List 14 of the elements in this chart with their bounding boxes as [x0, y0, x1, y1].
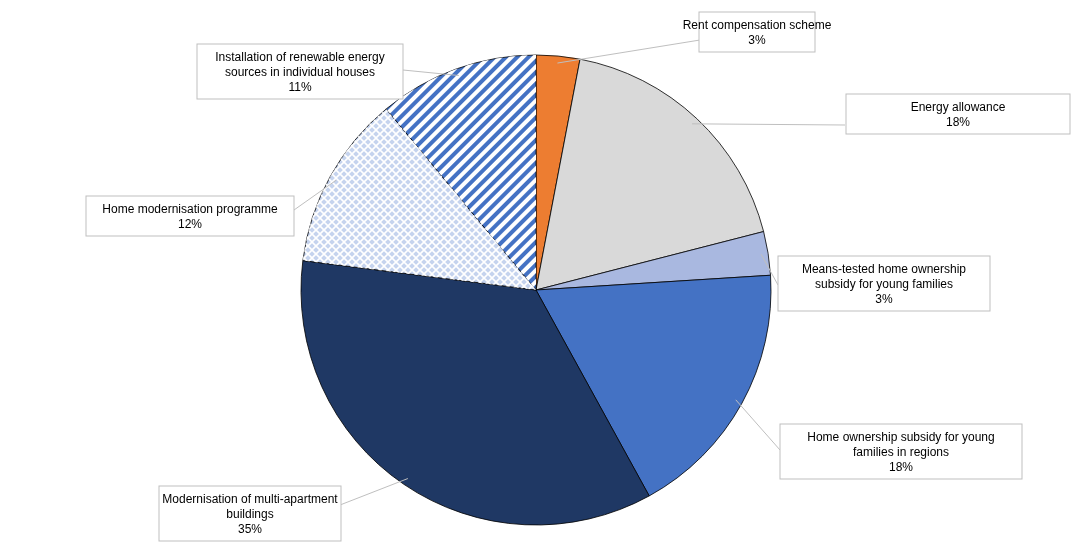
- data-label: 11%: [288, 80, 312, 94]
- slice-label: Rent compensation scheme: [682, 18, 832, 32]
- data-label: 12%: [177, 217, 203, 231]
- slice-label: Installation of renewable energy sources in individual houses: [215, 50, 385, 79]
- slice-label: Home modernisation programme: [102, 202, 279, 216]
- data-label: 18%: [888, 460, 914, 474]
- data-label: 3%: [875, 292, 893, 306]
- data-label: 35%: [237, 522, 263, 536]
- slice-label: Energy allowance: [910, 100, 1006, 114]
- slice-label: Home ownership subsidy for young families in regions: [807, 430, 995, 459]
- slice-label: Modernisation of multi-apartment buildings: [162, 492, 339, 521]
- data-label: 18%: [945, 115, 971, 129]
- slice-label: Means-tested home ownership subsidy for young families: [801, 262, 967, 291]
- data-label: 3%: [748, 33, 766, 47]
